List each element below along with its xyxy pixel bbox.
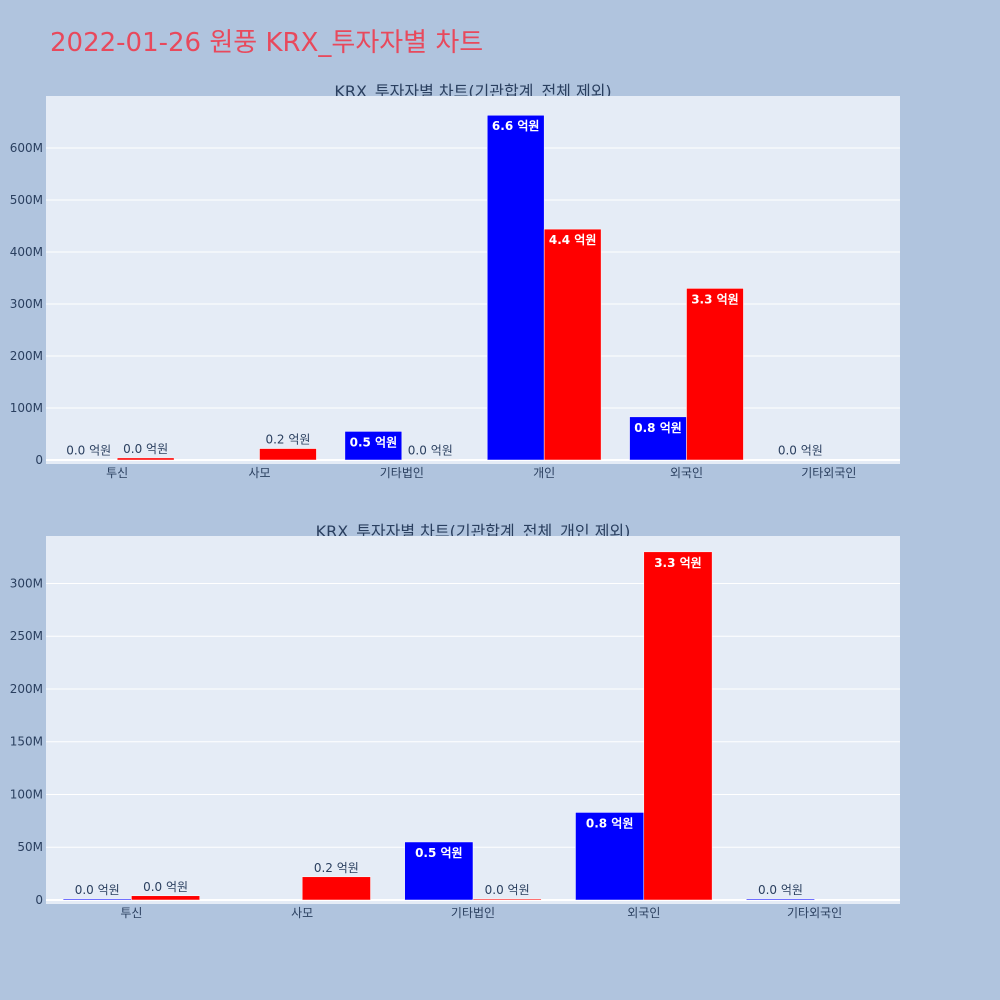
bar xyxy=(643,551,713,901)
plot-area xyxy=(46,96,900,464)
bar-data-label: 0.8 억원 xyxy=(634,421,682,435)
x-tick-label: 외국인 xyxy=(670,466,703,480)
y-tick-label: 300M xyxy=(10,576,43,590)
bar-data-label: 0.0 억원 xyxy=(75,883,120,897)
bar xyxy=(472,898,542,901)
bar-data-label: 0.8 억원 xyxy=(586,816,634,830)
x-tick-label: 기타외국인 xyxy=(801,466,856,480)
x-tick-label: 사모 xyxy=(291,906,313,920)
chart-0: 0 100M 200M 300M 400M 500M 600M 투신 사모 기타법인 개인 외국인 기타… xyxy=(10,96,900,480)
y-tick-label: 300M xyxy=(10,297,43,311)
bar xyxy=(486,114,545,461)
y-tick-label: 500M xyxy=(10,193,43,207)
x-tick-label: 기타법인 xyxy=(380,466,424,480)
bar-data-label: 3.3 억원 xyxy=(654,556,702,570)
bar-data-label: 0.0 억원 xyxy=(123,442,168,456)
bar xyxy=(62,898,132,901)
bar xyxy=(401,459,460,461)
y-tick-label: 200M xyxy=(10,349,43,363)
bar xyxy=(575,812,645,901)
y-tick-label: 600M xyxy=(10,141,43,155)
y-tick-label: 400M xyxy=(10,245,43,259)
bar xyxy=(344,431,403,461)
bar-data-label: 3.3 억원 xyxy=(691,292,739,306)
y-tick-label: 0 xyxy=(35,893,43,907)
bar-data-label: 0.2 억원 xyxy=(265,433,310,447)
bar xyxy=(131,895,200,901)
bar-data-label: 0.0 억원 xyxy=(758,883,803,897)
bar-data-label: 0.5 억원 xyxy=(350,435,398,449)
bar-data-label: 0.0 억원 xyxy=(143,880,188,894)
x-tick-label: 사모 xyxy=(248,466,270,480)
bar xyxy=(259,448,317,461)
bar xyxy=(116,457,175,461)
x-tick-label: 외국인 xyxy=(627,906,660,920)
bar xyxy=(404,841,474,901)
bar-data-label: 4.4 억원 xyxy=(549,233,597,247)
y-tick-label: 100M xyxy=(10,401,43,415)
y-tick-label: 150M xyxy=(10,735,43,749)
bar-data-label: 6.6 억원 xyxy=(492,119,540,133)
bar-data-label: 0.0 억원 xyxy=(66,444,111,458)
bar xyxy=(771,459,830,461)
bar xyxy=(629,416,687,461)
x-tick-label: 투신 xyxy=(106,466,128,480)
chart-1: 0 50M 100M 150M 200M 250M 300M 투신 사모 기타법인 외국인 기타외국인… xyxy=(10,536,900,920)
x-tick-label: 기타법인 xyxy=(451,906,495,920)
bar xyxy=(746,898,815,901)
bar-data-label: 0.0 억원 xyxy=(778,444,823,458)
x-tick-label: 기타외국인 xyxy=(787,906,842,920)
page-title: 2022-01-26 원풍 KRX_투자자별 차트 xyxy=(50,28,484,58)
y-tick-label: 0 xyxy=(35,453,43,467)
bar xyxy=(59,459,118,461)
y-tick-label: 200M xyxy=(10,682,43,696)
bar xyxy=(686,288,744,461)
bar-data-label: 0.2 억원 xyxy=(314,861,359,875)
bar-data-label: 0.0 억원 xyxy=(485,883,530,897)
x-tick-label: 개인 xyxy=(533,466,555,480)
x-tick-label: 투신 xyxy=(120,906,142,920)
bar-data-label: 0.0 억원 xyxy=(408,443,453,457)
bar xyxy=(543,228,602,461)
y-tick-label: 50M xyxy=(17,840,43,854)
y-tick-label: 250M xyxy=(10,629,43,643)
bar-data-label: 0.5 억원 xyxy=(415,846,463,860)
y-tick-label: 100M xyxy=(10,787,43,801)
bar xyxy=(301,876,371,901)
